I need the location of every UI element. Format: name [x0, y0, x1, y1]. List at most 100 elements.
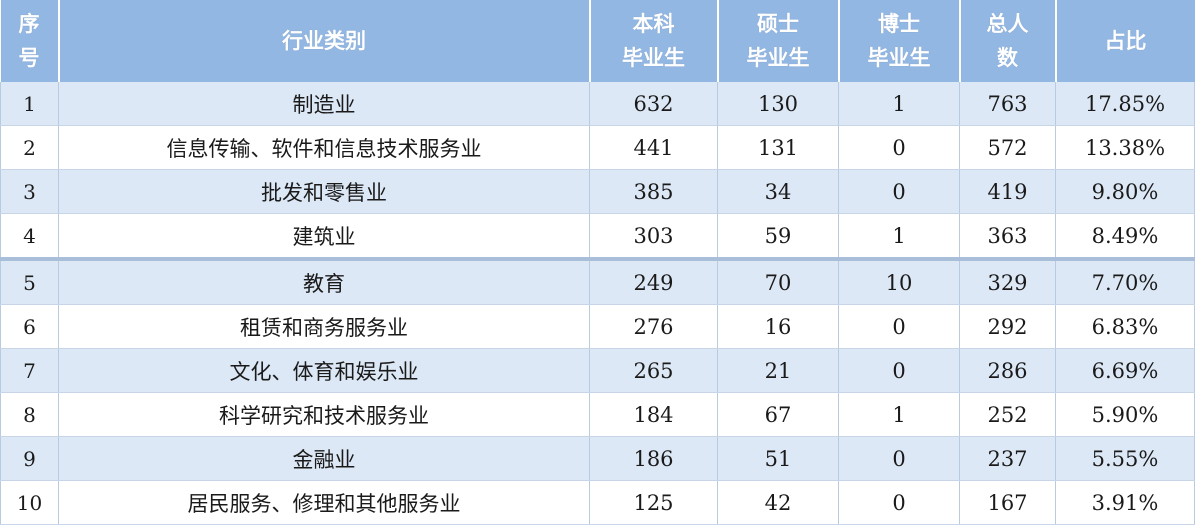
- cell-master: 59: [717, 213, 839, 260]
- header-master: 硕士 毕业生: [717, 0, 840, 82]
- cell-bachelor: 303: [589, 213, 718, 260]
- cell-bachelor: 265: [589, 348, 718, 393]
- table-row: 9 金融业 186 51 0 237 5.55%: [0, 436, 1195, 481]
- cell-bachelor: 632: [589, 82, 718, 126]
- cell-index: 7: [0, 348, 59, 393]
- cell-ratio: 5.55%: [1055, 436, 1195, 481]
- cell-doctor: 0: [838, 348, 960, 393]
- cell-index: 10: [0, 480, 59, 525]
- table-row: 7 文化、体育和娱乐业 265 21 0 286 6.69%: [0, 348, 1195, 393]
- cell-industry: 制造业: [58, 82, 590, 126]
- cell-industry: 教育: [58, 257, 590, 305]
- cell-doctor: 0: [838, 436, 960, 481]
- header-index: 序 号: [0, 0, 60, 82]
- cell-industry: 居民服务、修理和其他服务业: [58, 480, 590, 525]
- cell-index: 4: [0, 213, 59, 260]
- cell-index: 9: [0, 436, 59, 481]
- cell-industry: 金融业: [58, 436, 590, 481]
- cell-index: 8: [0, 392, 59, 437]
- cell-total: 572: [959, 125, 1056, 170]
- cell-ratio: 13.38%: [1055, 125, 1195, 170]
- cell-master: 70: [717, 257, 839, 305]
- cell-industry: 批发和零售业: [58, 169, 590, 214]
- cell-master: 34: [717, 169, 839, 214]
- cell-master: 51: [717, 436, 839, 481]
- cell-bachelor: 249: [589, 257, 718, 305]
- cell-master: 131: [717, 125, 839, 170]
- cell-ratio: 17.85%: [1055, 82, 1195, 126]
- cell-industry: 建筑业: [58, 213, 590, 260]
- cell-total: 167: [959, 480, 1056, 525]
- cell-doctor: 0: [838, 480, 960, 525]
- table-row: 6 租赁和商务服务业 276 16 0 292 6.83%: [0, 304, 1195, 349]
- cell-doctor: 1: [838, 82, 960, 126]
- cell-total: 763: [959, 82, 1056, 126]
- cell-ratio: 9.80%: [1055, 169, 1195, 214]
- header-total-line-2: 数: [997, 46, 1018, 70]
- cell-master: 67: [717, 392, 839, 437]
- cell-master: 16: [717, 304, 839, 349]
- table-row: 8 科学研究和技术服务业 184 67 1 252 5.90%: [0, 392, 1195, 437]
- cell-total: 363: [959, 213, 1056, 260]
- cell-doctor: 1: [838, 392, 960, 437]
- cell-total: 419: [959, 169, 1056, 214]
- header-master-line-2: 毕业生: [746, 46, 810, 70]
- header-ratio: 占比: [1055, 0, 1195, 82]
- header-total: 总人 数: [959, 0, 1057, 82]
- header-industry-label: 行业类别: [282, 29, 366, 53]
- table-row: 4 建筑业 303 59 1 363 8.49%: [0, 213, 1195, 260]
- cell-doctor: 0: [838, 169, 960, 214]
- table-row: 3 批发和零售业 385 34 0 419 9.80%: [0, 169, 1195, 214]
- cell-bachelor: 125: [589, 480, 718, 525]
- cell-doctor: 10: [838, 257, 960, 305]
- header-doctor-line-1: 博士: [878, 12, 920, 36]
- cell-ratio: 7.70%: [1055, 257, 1195, 305]
- cell-bachelor: 385: [589, 169, 718, 214]
- header-index-line-2: 号: [18, 46, 40, 70]
- cell-master: 130: [717, 82, 839, 126]
- cell-total: 329: [959, 257, 1056, 305]
- cell-ratio: 5.90%: [1055, 392, 1195, 437]
- header-bachelor-line-2: 毕业生: [622, 46, 685, 70]
- header-industry: 行业类别: [58, 0, 591, 82]
- table-body: 1 制造业 632 130 1 763 17.85% 2 信息传输、软件和信息技…: [0, 82, 1195, 525]
- cell-index: 3: [0, 169, 59, 214]
- cell-ratio: 6.69%: [1055, 348, 1195, 393]
- cell-ratio: 6.83%: [1055, 304, 1195, 349]
- cell-total: 292: [959, 304, 1056, 349]
- cell-bachelor: 276: [589, 304, 718, 349]
- header-total-line-1: 总人: [986, 12, 1029, 36]
- cell-bachelor: 441: [589, 125, 718, 170]
- cell-master: 21: [717, 348, 839, 393]
- cell-doctor: 0: [838, 125, 960, 170]
- cell-index: 2: [0, 125, 59, 170]
- cell-industry: 信息传输、软件和信息技术服务业: [58, 125, 590, 170]
- cell-doctor: 1: [838, 213, 960, 260]
- header-row: 序 号 行业类别 本科 毕业生 硕士 毕业生 博士 毕业生: [0, 0, 1195, 82]
- cell-bachelor: 186: [589, 436, 718, 481]
- header-bachelor: 本科 毕业生: [589, 0, 719, 82]
- cell-index: 6: [0, 304, 59, 349]
- cell-doctor: 0: [838, 304, 960, 349]
- cell-total: 286: [959, 348, 1056, 393]
- cell-index: 5: [0, 257, 59, 305]
- header-ratio-label: 占比: [1104, 29, 1147, 53]
- cell-industry: 文化、体育和娱乐业: [58, 348, 590, 393]
- header-doctor: 博士 毕业生: [838, 0, 961, 82]
- cell-industry: 租赁和商务服务业: [58, 304, 590, 349]
- cell-master: 42: [717, 480, 839, 525]
- cell-bachelor: 184: [589, 392, 718, 437]
- table-row: 2 信息传输、软件和信息技术服务业 441 131 0 572 13.38%: [0, 125, 1195, 170]
- cell-ratio: 3.91%: [1055, 480, 1195, 525]
- cell-industry: 科学研究和技术服务业: [58, 392, 590, 437]
- cell-index: 1: [0, 82, 59, 126]
- cell-total: 252: [959, 392, 1056, 437]
- table-header: 序 号 行业类别 本科 毕业生 硕士 毕业生 博士 毕业生: [0, 0, 1195, 82]
- table-row: 1 制造业 632 130 1 763 17.85%: [0, 82, 1195, 126]
- header-index-line-1: 序: [18, 12, 40, 36]
- cell-total: 237: [959, 436, 1056, 481]
- header-bachelor-line-1: 本科: [632, 12, 675, 36]
- header-doctor-line-2: 毕业生: [867, 46, 931, 70]
